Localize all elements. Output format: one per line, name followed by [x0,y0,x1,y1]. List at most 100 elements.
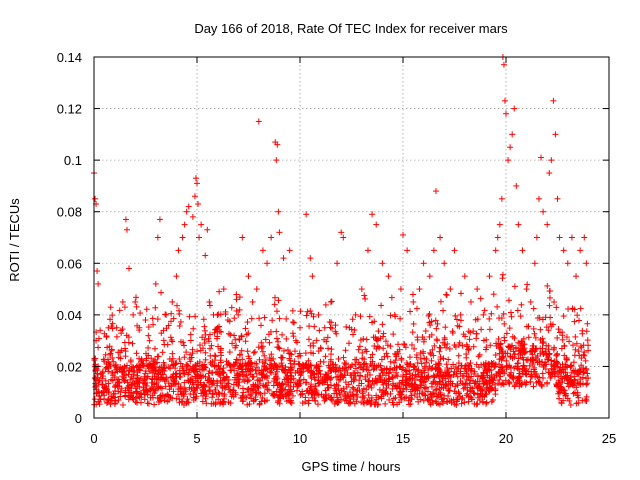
data-point [242,394,249,401]
data-point [466,388,473,395]
data-point [581,352,588,359]
data-point [284,346,291,353]
data-point [519,247,526,254]
data-point [215,371,222,378]
data-point [289,392,296,399]
data-point [264,260,271,267]
data-point [443,370,450,377]
data-point [158,289,165,296]
data-point [262,373,269,380]
data-point [161,378,168,385]
data-point [92,383,99,390]
data-point [395,350,402,357]
data-point [95,335,102,342]
data-point [548,157,555,164]
data-point [512,344,519,351]
data-point [555,383,562,390]
data-point [259,359,266,366]
data-point [480,375,487,382]
data-point [273,308,280,315]
data-point [168,336,175,343]
data-point [294,339,301,346]
data-point [351,400,358,407]
data-point [476,351,483,358]
data-point [149,369,156,376]
data-point [228,367,235,374]
data-point [509,131,516,138]
data-point [483,344,490,351]
data-point [566,377,573,384]
data-point [185,399,192,406]
data-point [157,371,164,378]
data-point [582,357,589,364]
data-point [280,367,287,374]
data-points [91,54,592,408]
data-point [273,328,280,335]
data-point [437,391,444,398]
data-point [369,211,376,218]
data-point [449,329,456,336]
data-point [305,400,312,407]
data-point [212,353,219,360]
y-tick-label: 0.08 [57,205,82,220]
data-point [206,386,213,393]
data-point [203,400,210,407]
data-point [278,386,285,393]
data-point [532,334,539,341]
data-point [475,394,482,401]
y-tick-label: 0.06 [57,256,82,271]
data-point [156,398,163,405]
data-point [524,281,531,288]
data-point [508,309,515,316]
data-point [133,294,140,301]
data-point [313,370,320,377]
data-point [562,363,569,370]
data-point [461,273,468,280]
data-point [327,396,334,403]
data-point [133,350,140,357]
data-point [414,336,421,343]
data-point [150,321,157,328]
data-point [426,395,433,402]
data-point [471,380,478,387]
data-point [363,386,370,393]
data-point [327,375,334,382]
data-point [230,393,237,400]
data-point [475,353,482,360]
data-point [383,366,390,373]
data-point [511,365,518,372]
data-point [250,373,257,380]
data-point [373,337,380,344]
data-point [474,286,481,293]
data-point [195,200,202,207]
data-point [535,195,542,202]
data-point [309,273,316,280]
data-point [511,105,518,112]
data-point [420,379,427,386]
data-point [571,318,578,325]
data-point [315,391,322,398]
data-point [180,369,187,376]
data-point [123,332,130,339]
data-point [249,298,256,305]
data-point [134,372,141,379]
data-point [553,382,560,389]
data-point [447,286,454,293]
data-point [327,298,334,305]
data-point [262,366,269,373]
data-point [513,182,520,189]
data-point [227,389,234,396]
data-point [421,384,428,391]
data-point [519,380,526,387]
data-point [303,312,310,319]
data-point [312,383,319,390]
data-point [451,247,458,254]
data-point [250,349,257,356]
data-point [176,310,183,317]
data-point [171,378,178,385]
data-point [474,372,481,379]
data-point [579,327,586,334]
data-point [346,340,353,347]
data-point [141,373,148,380]
